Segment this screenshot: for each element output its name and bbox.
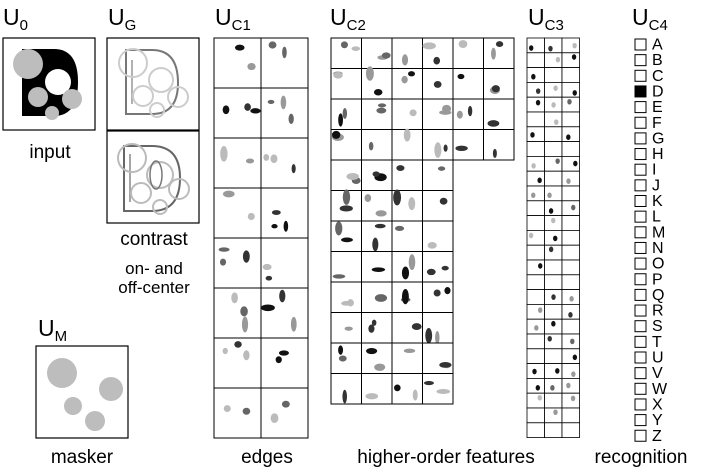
caption-recognition: recognition: [594, 447, 688, 468]
recognition-letter-x: X: [652, 396, 663, 413]
recognition-cell-o: [634, 257, 647, 270]
recognition-cell-x: [634, 398, 647, 411]
higher-order-features-grid: [330, 37, 515, 405]
recognition-cell-r: [634, 304, 647, 317]
recognition-letter-q: Q: [652, 287, 664, 304]
recognition-letter-e: E: [652, 99, 663, 116]
recognition-cell-s: [634, 320, 647, 333]
recognition-cell-e: [634, 101, 647, 114]
header-uc4: UC4: [632, 4, 668, 35]
recognition-cell-k: [634, 195, 647, 207]
header-uc1: UC1: [215, 4, 251, 35]
recognition-letter-j: J: [652, 177, 660, 194]
recognition-letter-m: M: [652, 224, 665, 241]
recognition-letter-g: G: [652, 130, 664, 147]
recognition-letter-w: W: [652, 381, 668, 398]
recognition-letter-v: V: [652, 365, 663, 382]
recognition-cell-n: [634, 241, 647, 254]
recognition-letter-h: H: [652, 146, 664, 163]
caption-edges: edges: [241, 447, 293, 468]
contrast-off-panel: [106, 130, 200, 224]
recognition-letter-p: P: [652, 271, 663, 288]
recognition-letter-y: Y: [652, 412, 663, 429]
recognition-cell-y: [634, 414, 647, 427]
recognition-letter-l: L: [652, 209, 661, 226]
recognition-letter-k: K: [652, 193, 663, 210]
recognition-cell-h: [634, 148, 647, 161]
recognition-letter-f: F: [652, 115, 662, 132]
recognition-cell-g: [634, 132, 647, 145]
caption-higher-order-features: higher-order features: [357, 447, 535, 468]
header-u0: U0: [3, 4, 28, 35]
recognition-cell-q: [634, 288, 647, 301]
edges-grid: [213, 37, 309, 439]
recognition-cell-l: [634, 210, 647, 223]
recognition-letter-b: B: [652, 52, 663, 69]
caption-input: input: [29, 142, 71, 163]
header-uc2: UC2: [330, 4, 366, 35]
recognition-cell-f: [634, 116, 647, 129]
caption-off-center: off-center: [118, 278, 190, 297]
recognition-cell-z: [634, 429, 647, 442]
recognition-cell-a: [634, 38, 647, 51]
recognition-letter-c: C: [652, 68, 664, 85]
recognition-letter-o: O: [652, 256, 664, 273]
recognition-cell-d: [634, 85, 647, 98]
recognition-cell-p: [634, 273, 647, 286]
uc3-grid: [526, 37, 580, 438]
recognition-letter-u: U: [652, 350, 664, 367]
recognition-cell-c: [634, 69, 647, 82]
recognition-cell-u: [634, 351, 647, 364]
masker-panel: [35, 345, 129, 439]
caption-contrast: contrast: [120, 229, 188, 250]
caption-on-and: on- and: [125, 259, 183, 278]
contrast-on-panel: [106, 37, 200, 131]
header-uc3: UC3: [528, 4, 564, 35]
recognition-letter-r: R: [652, 303, 664, 320]
recognition-cell-i: [634, 163, 647, 176]
recognition-letter-s: S: [652, 318, 663, 335]
recognition-letter-n: N: [652, 240, 664, 257]
recognition-cell-w: [634, 382, 647, 395]
recognition-letter-z: Z: [652, 428, 662, 445]
caption-masker: masker: [50, 447, 114, 468]
header-um: UM: [38, 315, 68, 346]
recognition-letter-t: T: [652, 334, 662, 351]
header-ug: UG: [108, 4, 137, 35]
recognition-letter-a: A: [652, 37, 663, 54]
recognition-cell-b: [634, 54, 647, 67]
recognition-cell-j: [634, 179, 647, 192]
input-panel: [2, 37, 96, 131]
recognition-letter-d: D: [652, 83, 664, 100]
recognition-letter-i: I: [652, 162, 656, 179]
recognition-cell-t: [634, 335, 647, 348]
recognition-cell-v: [634, 367, 647, 380]
recognition-cell-m: [634, 226, 647, 239]
